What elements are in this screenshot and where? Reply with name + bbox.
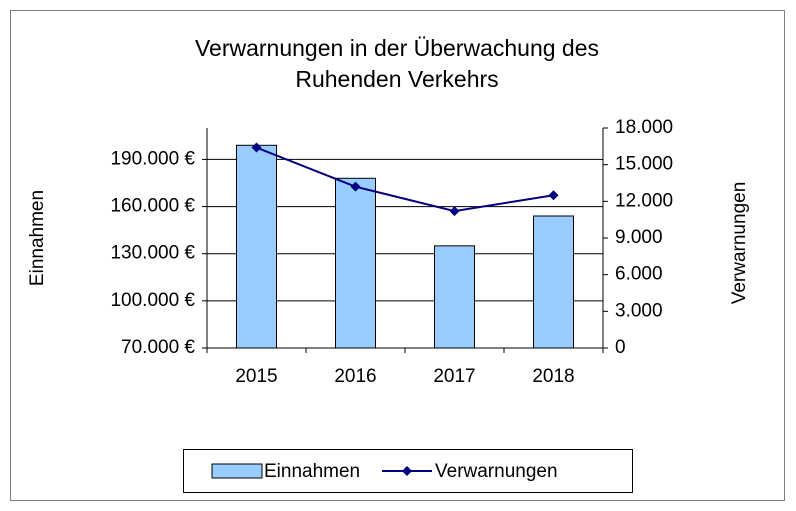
x-tick-label: 2018 bbox=[532, 366, 574, 387]
x-tick-label: 2017 bbox=[433, 366, 475, 387]
x-tick-label: 2015 bbox=[235, 366, 277, 387]
x-tick-label: 2016 bbox=[334, 366, 376, 387]
y-tick-label: 130.000 € bbox=[110, 243, 195, 264]
bar bbox=[335, 177, 376, 349]
chart-title: Verwarnungen in der Überwachung des bbox=[195, 35, 599, 61]
line bbox=[256, 146, 554, 213]
legend-label: Verwarnungen bbox=[435, 461, 558, 482]
y-axis-label: Einnahmen bbox=[27, 190, 48, 286]
chart-frame bbox=[10, 10, 785, 501]
marker bbox=[548, 190, 559, 201]
y2-tick-label: 12.000 bbox=[615, 190, 673, 211]
y2-axis-label: Verwarnungen bbox=[729, 182, 750, 305]
bar bbox=[434, 245, 475, 349]
y2-tick-label: 15.000 bbox=[615, 154, 673, 175]
y2-tick-label: 3.000 bbox=[615, 300, 663, 321]
marker bbox=[449, 206, 460, 217]
y2-tick-label: 6.000 bbox=[615, 264, 663, 285]
legend-swatch bbox=[211, 463, 263, 479]
y-tick-label: 190.000 € bbox=[110, 148, 195, 169]
y-tick-label: 70.000 € bbox=[121, 337, 195, 358]
legend-label: Einnahmen bbox=[264, 461, 360, 482]
y2-tick-label: 9.000 bbox=[615, 227, 663, 248]
legend-marker bbox=[402, 466, 412, 476]
bar bbox=[236, 144, 277, 349]
y2-tick-label: 18.000 bbox=[615, 117, 673, 138]
y-tick-label: 160.000 € bbox=[110, 196, 195, 217]
y-tick-label: 100.000 € bbox=[110, 290, 195, 311]
marker bbox=[251, 142, 262, 153]
y2-tick-label: 0 bbox=[615, 337, 626, 358]
bar bbox=[533, 215, 574, 349]
chart-title: Ruhenden Verkehrs bbox=[295, 66, 498, 92]
marker bbox=[350, 181, 361, 192]
